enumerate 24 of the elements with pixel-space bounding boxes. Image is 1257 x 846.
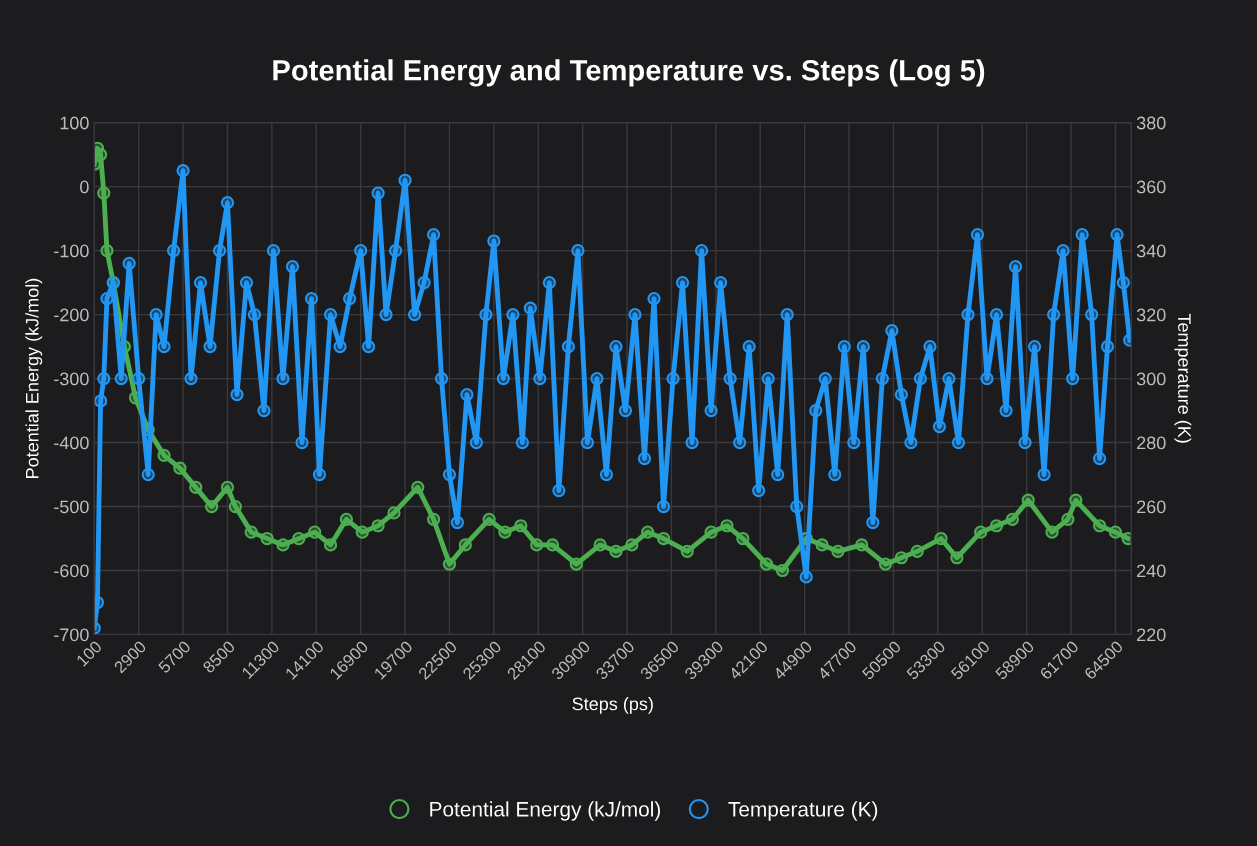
y2-tick-label: 260 [1137, 500, 1166, 514]
y-tick-label: 100 [60, 116, 89, 130]
chart-title: Potential Energy and Temperature vs. Steps (Log 5) [273, 59, 985, 87]
y-tick-label: 0 [80, 180, 89, 194]
y-tick-label: -200 [54, 308, 89, 322]
legend-label: Potential Energy (kJ/mol) [430, 801, 660, 821]
y-tick-label: -700 [54, 628, 89, 642]
y2-tick-label: 320 [1136, 308, 1166, 322]
y-tick-label: -400 [54, 436, 89, 450]
y2-tick-label: 280 [1137, 436, 1166, 450]
y-tick-label: -100 [54, 244, 89, 258]
y2-tick-label: 340 [1136, 244, 1166, 258]
y-tick-label: -300 [54, 372, 89, 386]
y2-tick-label: 380 [1136, 116, 1166, 130]
y2-tick-label: 360 [1136, 180, 1166, 194]
x-axis-title: Steps (ps) [572, 697, 653, 714]
y2-tick-label: 240 [1137, 564, 1166, 578]
y2-axis-title: Temperature (K) [1174, 313, 1192, 443]
legend-label: Temperature (K) [728, 801, 878, 821]
y-axis-title: Potential Energy (kJ/mol) [25, 278, 43, 478]
y2-tick-label: 220 [1137, 628, 1166, 642]
y-tick-label: -600 [54, 564, 89, 578]
y2-tick-label: 300 [1136, 372, 1166, 386]
y-tick-label: -500 [54, 500, 89, 514]
